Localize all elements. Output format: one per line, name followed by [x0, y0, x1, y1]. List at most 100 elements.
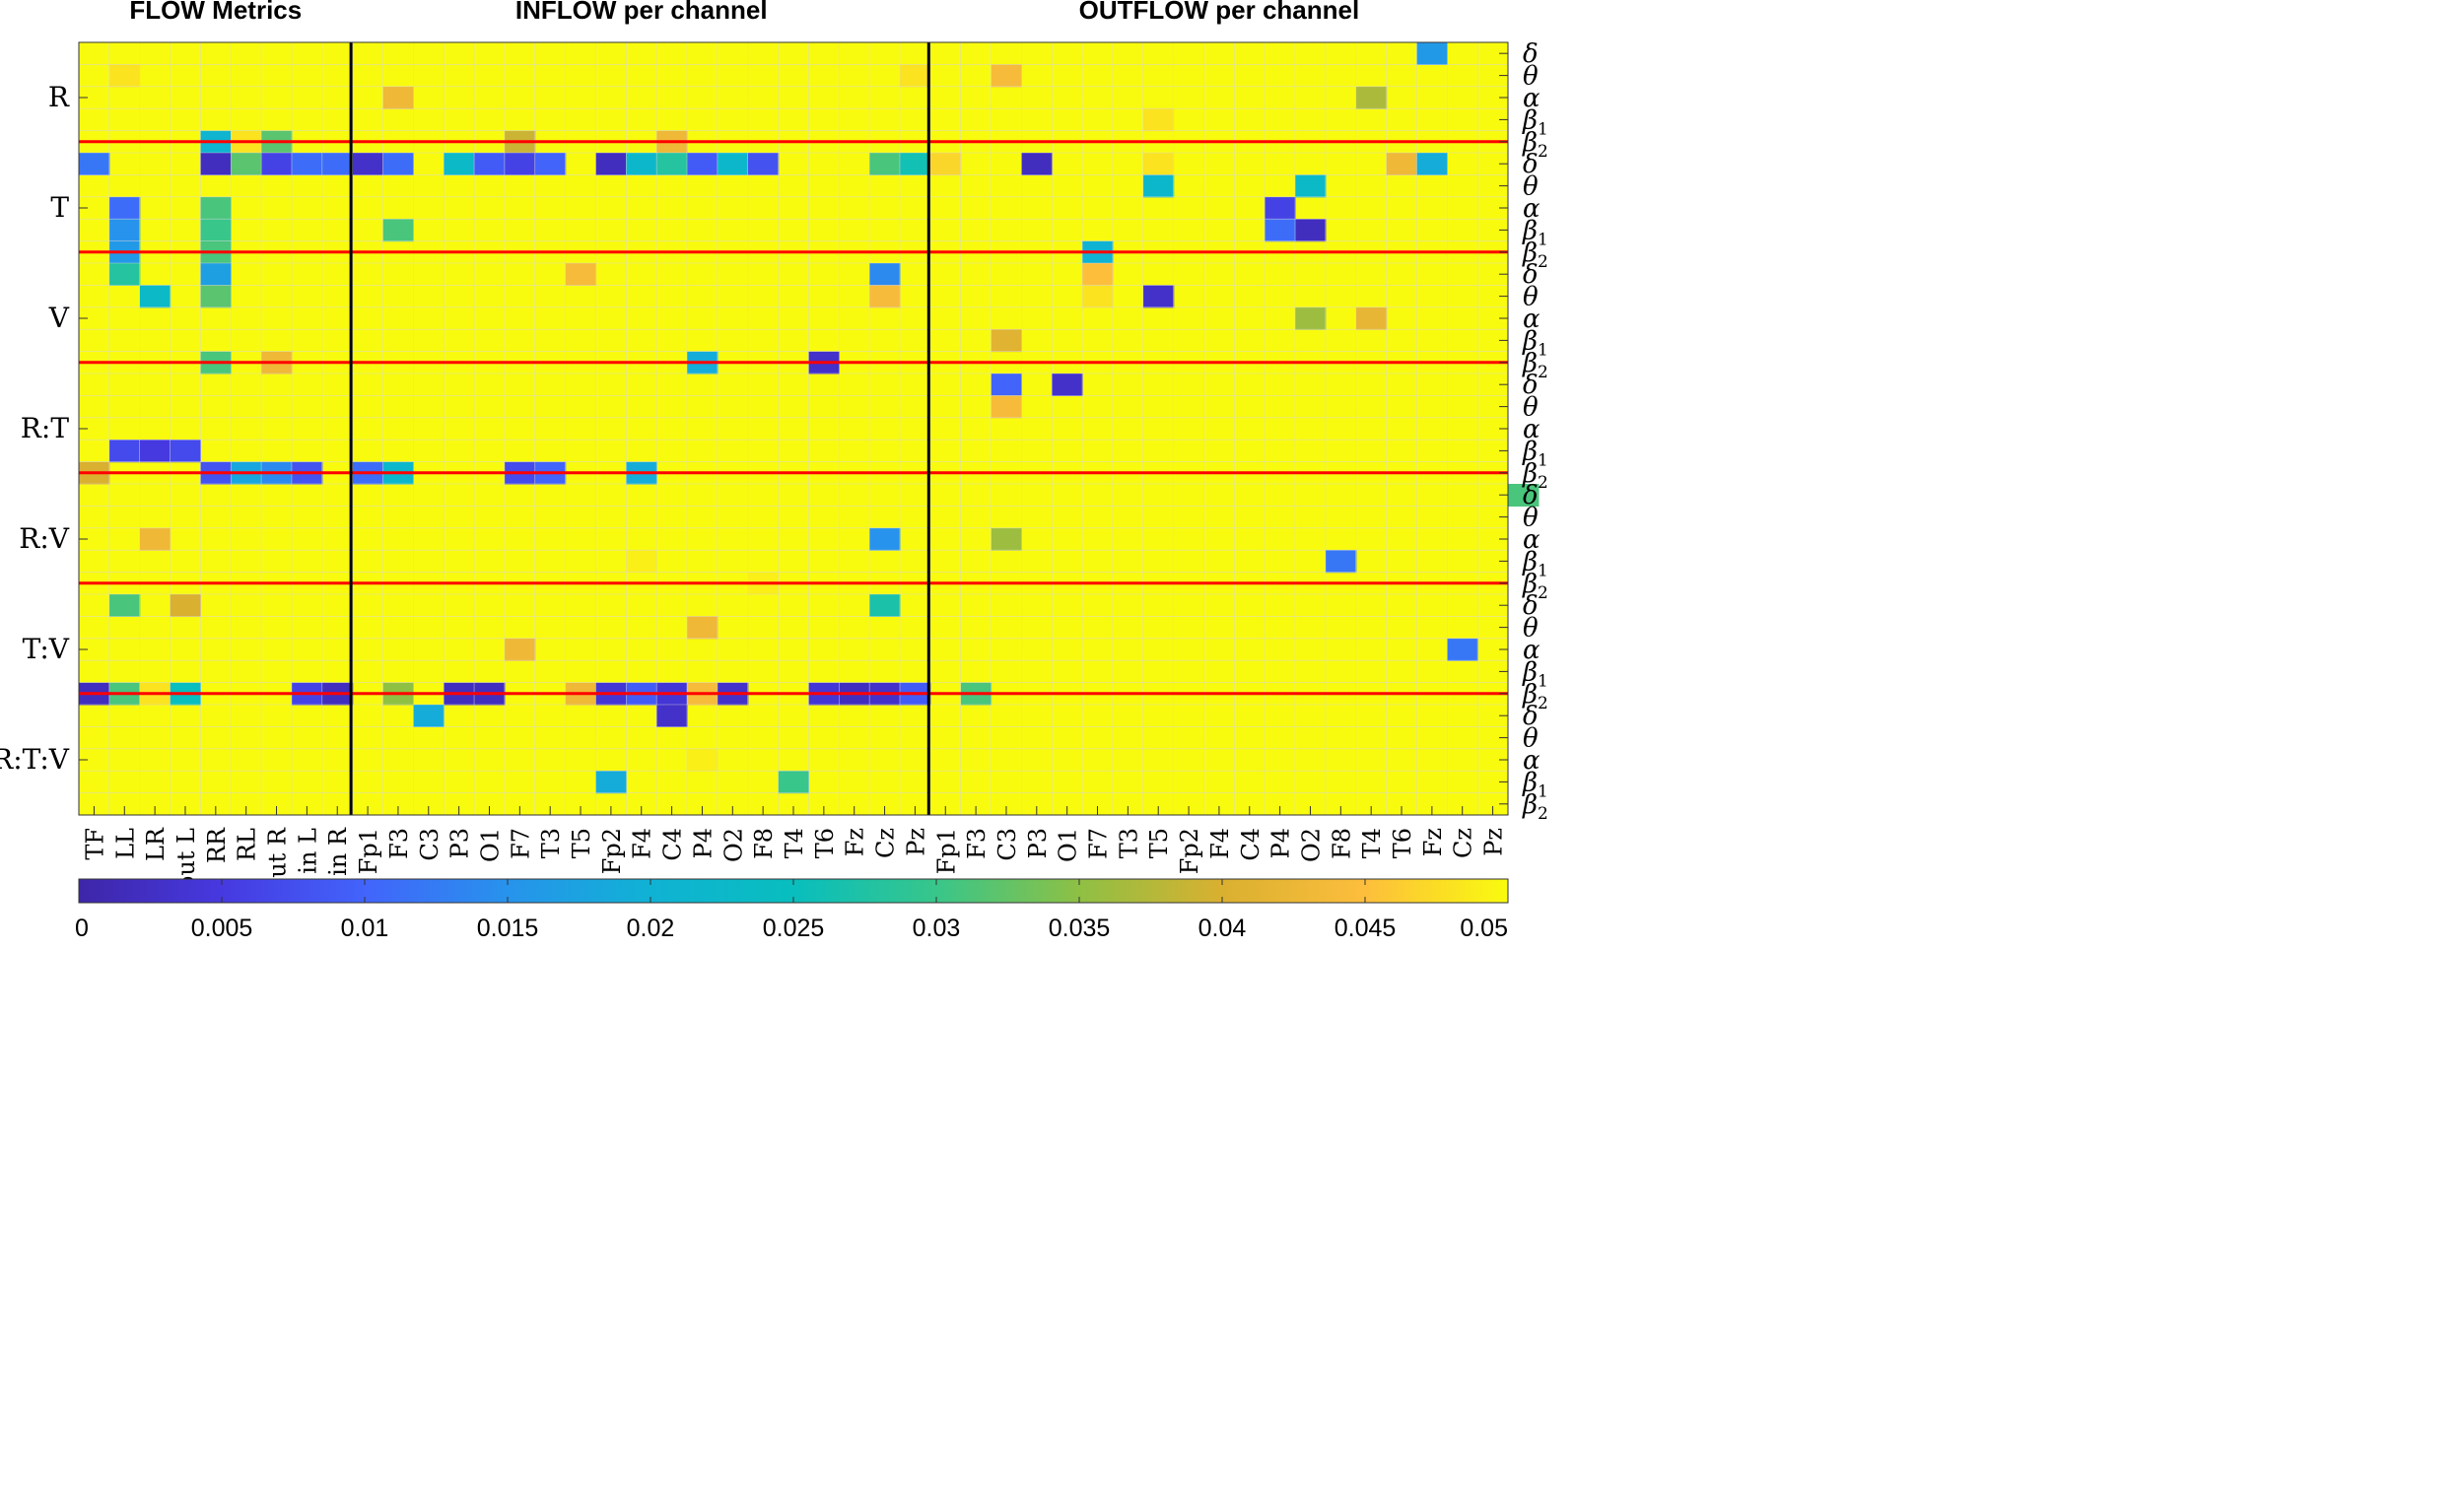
- heatmap-cell: [261, 153, 293, 175]
- heatmap-cell: [1142, 153, 1175, 175]
- band-label: α: [1523, 194, 1540, 224]
- heatmap-cell: [1082, 263, 1114, 286]
- column-label: P3: [1024, 828, 1052, 858]
- heatmap-cell: [1508, 484, 1540, 507]
- band-label: δ: [1523, 591, 1539, 621]
- colorbar-tick-label: 0.02: [627, 915, 675, 942]
- heatmap-cell: [413, 705, 445, 727]
- column-label: LR: [142, 827, 170, 861]
- column-label: RR: [203, 827, 231, 863]
- band-label: θ: [1523, 283, 1539, 312]
- band-label: δ: [1523, 260, 1539, 290]
- heatmap-cell: [200, 285, 232, 308]
- heatmap-cell: [1052, 373, 1083, 396]
- column-label: RL: [234, 828, 261, 861]
- heatmap-cell: [139, 527, 171, 551]
- heatmap-cell: [1355, 86, 1388, 109]
- column-label: Fp1: [932, 828, 960, 874]
- heatmap-cell: [595, 771, 627, 794]
- heatmap-cell: [991, 64, 1022, 88]
- heatmap-cell: [170, 440, 201, 463]
- band-label: δ: [1523, 150, 1539, 179]
- heatmap-cell: [899, 153, 931, 175]
- section-title: INFLOW per channel: [515, 0, 768, 25]
- heatmap-cell: [747, 153, 780, 175]
- heatmap-cell: [474, 153, 506, 175]
- heatmap-cell: [656, 153, 688, 175]
- column-label: TF: [81, 828, 108, 860]
- band-label: β1: [1522, 105, 1548, 139]
- heatmap-cell: [504, 153, 536, 175]
- heatmap-cell: [321, 153, 354, 175]
- column-label: T4: [1358, 828, 1386, 858]
- column-label: O2: [719, 828, 747, 862]
- heatmap-cell: [991, 373, 1022, 396]
- group-label: R:T: [21, 412, 70, 444]
- heatmap-cell: [565, 263, 597, 286]
- column-label: F3: [385, 828, 413, 859]
- heatmap-cell: [108, 219, 141, 242]
- heatmap-cell: [1386, 153, 1418, 175]
- band-label: α: [1523, 84, 1540, 113]
- heatmap-cell: [626, 153, 657, 175]
- band-label: δ: [1523, 481, 1539, 510]
- heatmap-cell: [869, 153, 901, 175]
- column-label: F8: [1328, 828, 1355, 859]
- group-label: R: [48, 81, 70, 113]
- section-title: FLOW Metrics: [129, 0, 302, 25]
- section-title: OUTFLOW per channel: [1079, 0, 1360, 25]
- colorbar-tick-label: 0: [75, 915, 89, 942]
- band-label: α: [1523, 305, 1540, 334]
- heatmap-cell: [382, 219, 414, 242]
- heatmap-cell: [200, 263, 232, 286]
- heatmap-cell: [200, 219, 232, 242]
- column-label: T3: [1115, 828, 1142, 858]
- heatmap-cell: [382, 86, 414, 109]
- column-label: Fp1: [355, 828, 382, 874]
- group-label: V: [48, 302, 70, 334]
- heatmap-cell: [108, 440, 141, 463]
- heatmap-cell: [1265, 219, 1296, 242]
- group-label: T:V: [23, 633, 70, 665]
- heatmap-cell: [170, 594, 201, 617]
- heatmap-cell: [626, 550, 657, 574]
- colorbar-tick-label: 0.045: [1335, 915, 1397, 942]
- heatmap-cell: [1082, 285, 1114, 308]
- heatmap-cell: [1142, 174, 1175, 198]
- column-label: F4: [629, 828, 656, 859]
- column-label: Fz: [842, 828, 869, 856]
- band-label: α: [1523, 415, 1540, 444]
- column-label: O2: [1297, 828, 1325, 862]
- colorbar-tick-label: 0.03: [913, 915, 961, 942]
- heatmap-cell: [1295, 219, 1327, 242]
- heatmap-cell: [778, 771, 810, 794]
- column-label: LL: [111, 828, 139, 859]
- column-label: P3: [446, 828, 474, 858]
- column-label: T6: [811, 828, 839, 858]
- column-label: Fp2: [598, 828, 626, 874]
- column-label: C4: [659, 828, 687, 861]
- band-label: θ: [1523, 172, 1539, 202]
- heatmap-cell: [1325, 550, 1357, 574]
- band-label: δ: [1523, 702, 1539, 731]
- column-label: P4: [1267, 828, 1295, 858]
- grid-lines: [79, 42, 1508, 815]
- band-label: α: [1523, 636, 1540, 665]
- colorbar-tick-label: 0.05: [1460, 915, 1508, 942]
- heatmap-cell: [869, 594, 901, 617]
- heatmap-cell: [1355, 306, 1388, 330]
- column-label: in L: [294, 828, 321, 874]
- heatmap-cell: [869, 285, 901, 308]
- band-label: α: [1523, 525, 1540, 555]
- heatmap-cells: [79, 42, 1540, 794]
- heatmap-cell: [1416, 42, 1448, 65]
- heatmap-cell: [139, 440, 171, 463]
- column-label: T4: [781, 828, 808, 858]
- column-label: Cz: [872, 828, 900, 858]
- heatmap-cell: [991, 395, 1022, 419]
- heatmap-cell: [869, 263, 901, 286]
- heatmap-cell: [991, 329, 1022, 353]
- column-label: F8: [750, 828, 778, 859]
- heatmap-cell: [717, 153, 749, 175]
- heatmap-cell: [656, 705, 688, 727]
